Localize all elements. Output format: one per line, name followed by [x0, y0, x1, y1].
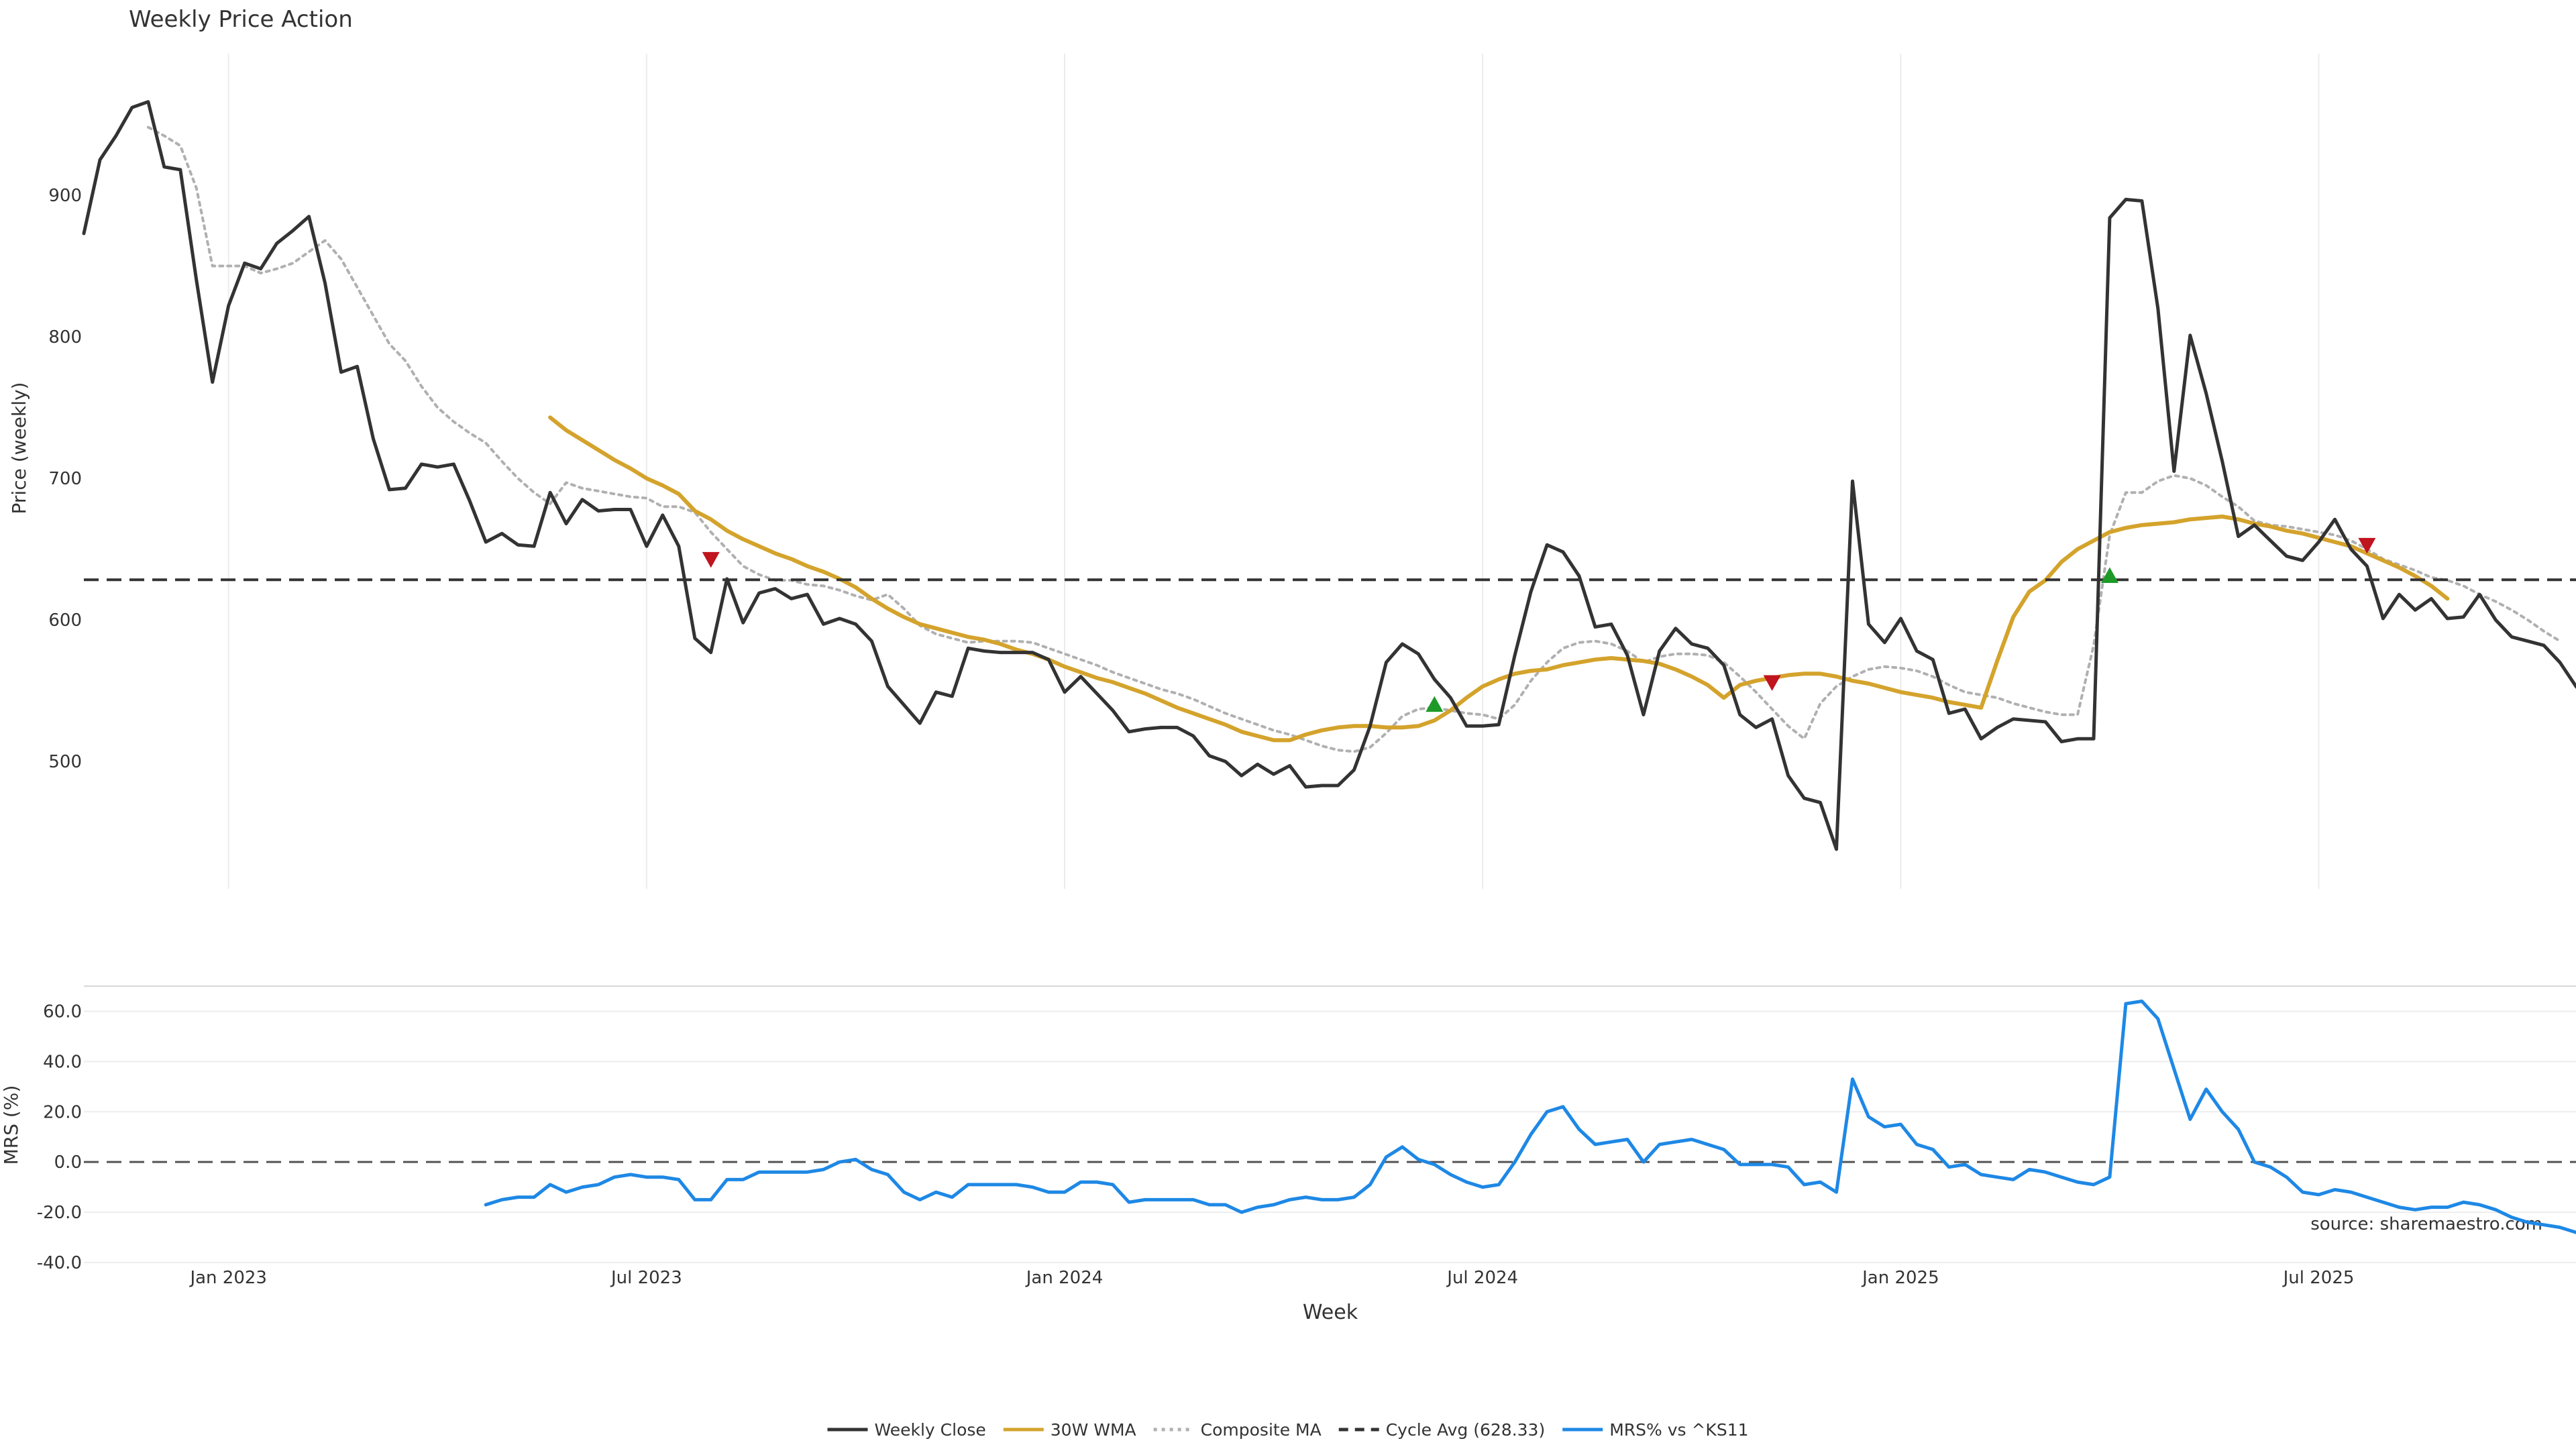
- source-annotation: source: sharemaestro.com: [2310, 1214, 2542, 1234]
- x-axis-ticks: Jan 2023 Jul 2023 Jan 2024 Jul 2024 Jan 2025…: [189, 1268, 2354, 1288]
- price-chart-title: Weekly Price Action: [129, 6, 353, 33]
- mrs-y-tick-label: 60.0: [43, 1002, 82, 1022]
- price-y-tick-label: 700: [48, 469, 82, 489]
- legend-item-mrs-vs-ks11: MRS% vs ^KS11: [1562, 1420, 1749, 1440]
- series-mrs-vs-ks11: [484, 1000, 2576, 1234]
- legend-label: MRS% vs ^KS11: [1609, 1420, 1748, 1440]
- price-panel: 500 600 700 800 900: [48, 54, 2576, 889]
- mrs-y-tick-label: -20.0: [37, 1203, 82, 1223]
- sell-signal-marker: [702, 551, 720, 568]
- series-weekly-close: [82, 100, 2576, 851]
- price-y-tick-label: 900: [48, 186, 82, 206]
- x-tick-label: Jul 2023: [610, 1268, 682, 1288]
- legend-item-30w-wma: 30W WMA: [1003, 1420, 1136, 1440]
- mrs-y-tick-label: 20.0: [43, 1102, 82, 1122]
- mrs-y-axis-label: MRS (%): [0, 1085, 22, 1165]
- series-30w-wma: [548, 415, 2450, 743]
- price-y-axis-label: Price (weekly): [8, 382, 30, 515]
- price-y-tick-label: 800: [48, 327, 82, 347]
- mrs-panel: -40.0 -20.0 0.0 20.0 40.0 60.0: [37, 985, 2576, 1273]
- buy-signal-marker: [2100, 567, 2118, 584]
- sell-signal-marker: [1763, 675, 1781, 691]
- x-tick-label: Jul 2025: [2282, 1268, 2355, 1288]
- mrs-y-tick-label: 40.0: [43, 1052, 82, 1072]
- mrs-y-tick-label: 0.0: [54, 1152, 82, 1173]
- legend-item-composite-ma: Composite MA: [1153, 1420, 1322, 1440]
- sell-signal-marker: [2358, 537, 2376, 554]
- chart-legend: Weekly Close 30W WMA Composite MA Cycle Avg…: [827, 1420, 1749, 1440]
- legend-item-weekly-close: Weekly Close: [827, 1420, 986, 1440]
- buy-signal-marker: [1426, 696, 1444, 712]
- legend-label: Composite MA: [1201, 1420, 1322, 1440]
- x-tick-label: Jul 2024: [1446, 1268, 1518, 1288]
- legend-label: Weekly Close: [874, 1420, 985, 1440]
- legend-label: 30W WMA: [1051, 1420, 1136, 1440]
- x-tick-label: Jan 2024: [1025, 1268, 1104, 1288]
- legend-label: Cycle Avg (628.33): [1386, 1420, 1546, 1440]
- x-tick-label: Jan 2025: [1861, 1268, 1939, 1288]
- series-composite-ma: [146, 125, 2561, 753]
- x-tick-label: Jan 2023: [189, 1268, 267, 1288]
- price-y-tick-label: 500: [48, 752, 82, 772]
- x-axis-label: Week: [1303, 1301, 1358, 1324]
- mrs-y-tick-label: -40.0: [37, 1253, 82, 1273]
- legend-item-cycle-avg-628-33: Cycle Avg (628.33): [1338, 1420, 1546, 1440]
- price-y-tick-label: 600: [48, 610, 82, 631]
